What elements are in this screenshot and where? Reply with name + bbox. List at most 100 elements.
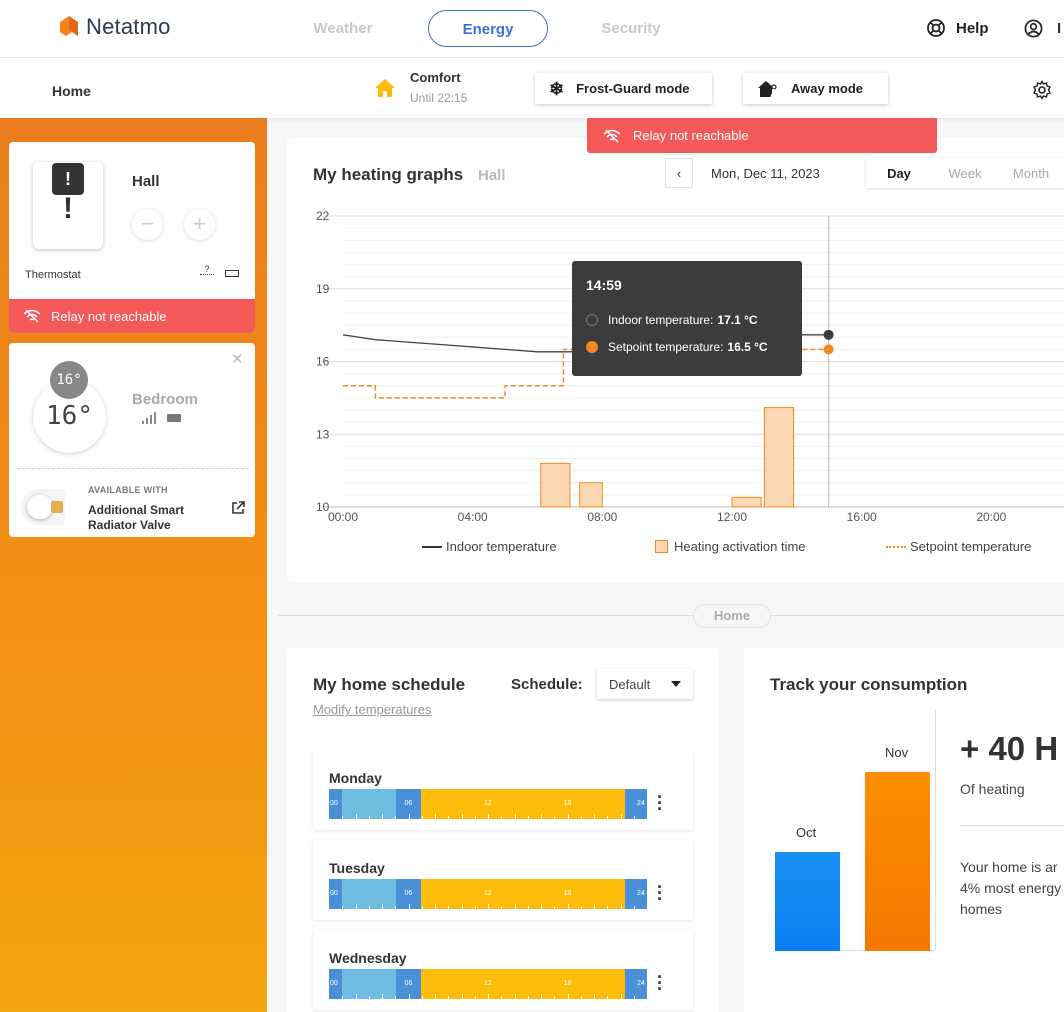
card-divider: [17, 468, 249, 469]
home-selector[interactable]: Home: [52, 83, 91, 99]
schedule-tick-mark: [395, 996, 397, 999]
schedule-tick-mark: [474, 816, 476, 819]
netatmo-logo[interactable]: Netatmo: [58, 14, 171, 40]
comparison-line-1: Your home is ar: [960, 859, 1058, 875]
schedule-tick-label: 00: [330, 980, 338, 987]
comfort-mode[interactable]: Comfort Until 22:15: [374, 70, 467, 105]
schedule-tick-mark: [514, 814, 516, 819]
schedule-timeline[interactable]: 00 06 12 18 24: [329, 879, 647, 909]
schedule-tick-mark: [448, 816, 450, 819]
close-icon[interactable]: ✕: [231, 351, 244, 368]
schedule-segment[interactable]: [395, 969, 422, 999]
more-options-icon[interactable]: · · ·: [657, 787, 663, 819]
away-mode-button[interactable]: Away mode: [743, 73, 888, 104]
schedule-day-row[interactable]: Tuesday 00 06 12 18 24 · · ·: [313, 840, 693, 920]
x-tick-label: 04:00: [458, 510, 488, 524]
schedule-tick-mark: [408, 814, 410, 819]
schedule-day-row[interactable]: Wednesday 00 06 12 18 24 · · ·: [313, 930, 693, 1010]
schedule-segment[interactable]: [395, 789, 422, 819]
schedule-tick-mark: [342, 906, 344, 909]
schedule-selected: Default: [609, 676, 651, 692]
tooltip-indoor-row: Indoor temperature: 17.1 °C: [586, 313, 788, 327]
month-oct-label: Oct: [796, 825, 817, 840]
schedule-segment[interactable]: [329, 789, 342, 819]
schedule-segment[interactable]: [624, 879, 647, 909]
schedule-tick-mark: [594, 814, 595, 819]
schedule-tick-mark: [580, 816, 582, 819]
schedule-segment[interactable]: [341, 969, 396, 999]
tab-security[interactable]: Security: [601, 20, 661, 37]
schedule-tick-mark: [607, 816, 609, 819]
product-name-line1[interactable]: Additional Smart: [88, 503, 185, 517]
schedule-tick-mark: [501, 906, 503, 909]
schedule-tick-mark: [435, 814, 436, 819]
schedule-tick-mark: [567, 994, 569, 999]
range-week[interactable]: Week: [948, 165, 982, 181]
schedule-day-row[interactable]: Monday 00 06 12 18 24 · · ·: [313, 750, 693, 830]
tooltip-setpoint-value: 16.5 °C: [727, 340, 768, 354]
device-type: Thermostat: [25, 269, 81, 281]
schedule-tick-mark: [633, 996, 635, 999]
product-name-line2[interactable]: Radiator Valve: [88, 518, 171, 532]
wifi-off-icon: [23, 309, 41, 323]
brand-name: Netatmo: [86, 14, 171, 39]
decrease-temperature-button[interactable]: −: [132, 209, 163, 240]
modify-temperatures-link[interactable]: Modify temperatures: [313, 702, 432, 717]
schedule-segment[interactable]: [329, 879, 342, 909]
range-month[interactable]: Month: [1012, 165, 1050, 181]
schedule-segment[interactable]: [395, 879, 422, 909]
y-tick-label: 10: [316, 500, 330, 514]
frost-guard-button[interactable]: ❄ Frost-Guard mode: [535, 73, 712, 104]
schedule-segment[interactable]: [329, 969, 342, 999]
comparison-line-2: 4% most energy: [960, 880, 1062, 896]
thermostat-screen: !: [63, 192, 73, 225]
external-link-icon[interactable]: [231, 501, 245, 515]
tab-weather[interactable]: Weather: [313, 20, 373, 37]
indoor-dot-icon: [586, 314, 598, 326]
schedule-segment[interactable]: [421, 969, 625, 999]
away-house-icon: [758, 80, 777, 97]
schedule-select[interactable]: Default: [597, 669, 693, 699]
schedule-tick-mark: [474, 996, 476, 999]
heating-bar: [731, 496, 762, 508]
schedule-segment[interactable]: [624, 969, 647, 999]
schedule-tick-mark: [421, 906, 423, 909]
room-card-bedroom[interactable]: 16° 16° Bedroom ✕ AVAILABLE WITH Additio…: [9, 343, 255, 537]
schedule-tick-mark: [527, 816, 529, 819]
more-options-icon[interactable]: · · ·: [657, 877, 663, 909]
tooltip-indoor-label: Indoor temperature:: [608, 313, 714, 327]
schedule-segment[interactable]: [421, 789, 625, 819]
schedule-timeline[interactable]: 00 06 12 18 24: [329, 969, 647, 999]
tab-energy[interactable]: Energy: [428, 10, 548, 47]
schedule-segment[interactable]: [341, 789, 396, 819]
range-day[interactable]: Day: [887, 165, 911, 181]
schedule-tick-mark: [355, 994, 357, 999]
schedule-timeline[interactable]: 00 06 12 18 24: [329, 789, 647, 819]
schedule-tick-mark: [435, 994, 436, 999]
schedule-tick-mark: [488, 814, 489, 819]
schedule-tick-mark: [461, 904, 463, 909]
schedule-tick-mark: [541, 814, 542, 819]
relay-alert-text: Relay not reachable: [633, 128, 749, 143]
date-picker[interactable]: ‹ Mon, Dec 11, 2023: [665, 158, 851, 188]
schedule-tick-mark: [514, 904, 516, 909]
user-menu[interactable]: I: [1024, 19, 1061, 38]
schedule-segment[interactable]: [341, 879, 396, 909]
schedule-tick-mark: [408, 994, 410, 999]
schedule-tick-mark: [474, 906, 476, 909]
bar-swatch-icon: [655, 540, 668, 553]
schedule-tick-mark: [435, 904, 436, 909]
help-link[interactable]: Help: [926, 18, 989, 38]
schedule-title: My home schedule: [313, 675, 466, 694]
increase-temperature-button[interactable]: +: [184, 209, 215, 240]
y-tick-label: 16: [316, 355, 330, 369]
gear-icon[interactable]: [1032, 80, 1052, 100]
schedule-tick-mark: [395, 906, 397, 909]
more-options-icon[interactable]: · · ·: [657, 967, 663, 999]
schedule-segment[interactable]: [624, 789, 647, 819]
schedule-segment[interactable]: [421, 879, 625, 909]
schedule-tick-label: 06: [404, 980, 413, 987]
previous-date-button[interactable]: ‹: [665, 158, 693, 188]
schedule-tick-mark: [448, 906, 450, 909]
schedule-tick-mark: [395, 816, 397, 819]
